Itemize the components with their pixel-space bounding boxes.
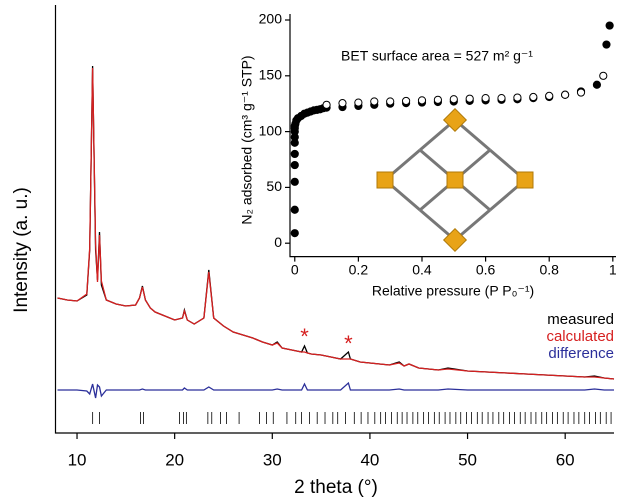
data-point [387,98,394,105]
annotation: * [344,331,353,356]
x-tick-label: 0.4 [412,261,432,277]
x-axis-label: 2 theta (°) [294,477,378,498]
legend-label: calculated [546,328,614,345]
data-point [514,94,521,101]
data-point [577,89,584,96]
y-tick-label: 50 [266,178,282,194]
data-point [530,93,537,100]
x-tick-label: 10 [68,450,87,469]
data-point [291,150,298,157]
data-point [402,97,409,104]
x-tick-label: 0.6 [476,261,496,277]
x-tick-label: 20 [165,450,184,469]
x-tick-label: 0.2 [349,261,369,277]
data-line [58,383,615,398]
legend-label: difference [548,345,614,362]
data-point [339,100,346,107]
annotation: * [300,324,309,349]
data-point [546,92,553,99]
data-point [606,22,613,29]
data-point [603,41,610,48]
data-point [355,99,362,106]
data-point [600,72,607,79]
annotation: BET surface area = 527 m² g⁻¹ [341,48,533,64]
data-point [291,206,298,213]
y-tick-label: 100 [259,122,283,138]
data-point [562,91,569,98]
y-axis-label: Intensity (a. u.) [11,187,32,313]
x-tick-label: 30 [263,450,282,469]
data-point [482,95,489,102]
x-tick-label: 50 [458,450,477,469]
x-tick-label: 0.8 [539,261,559,277]
data-point [323,101,330,108]
y-tick-label: 200 [259,11,283,27]
data-point [418,97,425,104]
x-tick-label: 40 [360,450,379,469]
data-point [371,98,378,105]
y-tick-label: 0 [274,234,282,250]
data-point [291,230,298,237]
x-axis-label: Relative pressure (P P₀⁻¹) [372,283,534,299]
data-point [593,81,600,88]
legend-label: measured [547,311,614,328]
data-point [291,161,298,168]
data-point [466,95,473,102]
data-point [434,96,441,103]
x-tick-label: 0 [291,261,299,277]
data-point [291,178,298,185]
x-tick-label: 1 [609,261,617,277]
data-point [450,96,457,103]
chart: Intensity (a. u.) 2 theta (°) 1020304050… [0,0,617,500]
data-point [498,95,505,102]
x-tick-label: 60 [556,450,575,469]
y-axis-label: N₂ adsorbed (cm³ g⁻¹ STP) [239,55,255,224]
y-tick-label: 150 [259,67,283,83]
